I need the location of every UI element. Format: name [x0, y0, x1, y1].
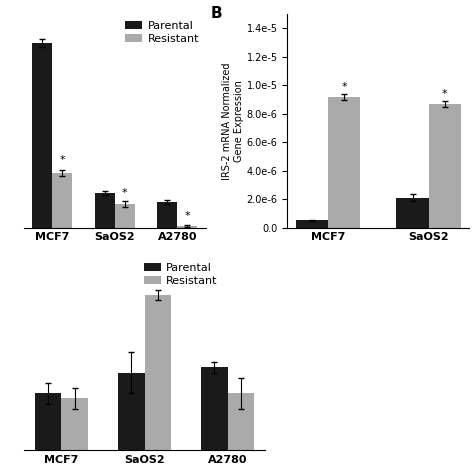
Bar [177, 226, 197, 228]
Bar [328, 97, 360, 228]
Bar [32, 43, 52, 228]
Bar [61, 399, 88, 450]
Bar [118, 373, 145, 450]
Text: *: * [59, 155, 65, 165]
Bar [115, 204, 135, 228]
Text: *: * [341, 82, 347, 92]
Bar [157, 202, 177, 228]
Legend: Parental, Resistant: Parental, Resistant [124, 20, 200, 46]
Bar [201, 367, 228, 450]
Text: B: B [211, 6, 223, 21]
Bar [296, 220, 328, 228]
Legend: Parental, Resistant: Parental, Resistant [143, 262, 219, 287]
Text: *: * [122, 188, 128, 198]
Text: *: * [442, 89, 447, 99]
Bar [228, 393, 255, 450]
Bar [95, 192, 115, 228]
Bar [396, 198, 429, 228]
Bar [35, 393, 61, 450]
Y-axis label: IRS-2 mRNA Normalized
Gene Expression: IRS-2 mRNA Normalized Gene Expression [222, 62, 244, 180]
Bar [52, 173, 72, 228]
Bar [429, 104, 461, 228]
Bar [145, 295, 171, 450]
Text: *: * [155, 277, 161, 287]
Text: *: * [184, 211, 190, 221]
